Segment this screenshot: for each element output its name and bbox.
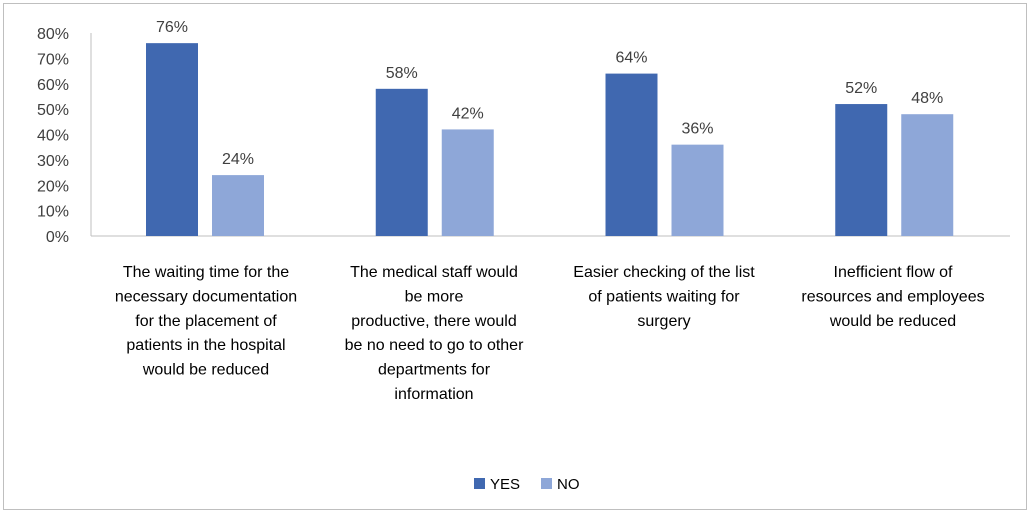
bar-no-3 <box>671 144 724 236</box>
category-label: The medical staff would be more productive… <box>345 264 524 403</box>
category-label: Inefficient flow of resources and employe… <box>801 264 984 330</box>
y-tick-label: 40% <box>37 128 69 145</box>
data-label: 58% <box>386 65 418 82</box>
y-tick-label: 10% <box>37 204 69 221</box>
category-label-line: would be reduced <box>829 313 956 330</box>
bar-yes-2 <box>375 88 428 236</box>
category-label-line: for the placement of <box>135 313 277 330</box>
category-label: The waiting time for the necessary docume… <box>115 264 297 379</box>
category-label-line: would be reduced <box>142 362 269 379</box>
category-label-line: departments for <box>378 362 491 379</box>
category-label-line: resources and employees <box>801 288 984 305</box>
category-label-line: patients in the hospital <box>126 337 285 354</box>
data-label: 42% <box>452 105 484 122</box>
category-label-line: The waiting time for the <box>123 264 289 281</box>
legend-swatch-no <box>541 478 552 489</box>
y-tick-label: 70% <box>37 51 69 68</box>
category-label-line: necessary documentation <box>115 288 297 305</box>
data-label: 48% <box>911 90 943 107</box>
legend-label-no: NO <box>557 476 580 493</box>
y-tick-label: 80% <box>37 26 69 43</box>
category-label: Easier checking of the list of patients w… <box>573 264 755 330</box>
y-tick-label: 30% <box>37 153 69 170</box>
bar-no-4 <box>901 114 954 236</box>
data-label: 36% <box>681 121 713 138</box>
y-tick-label: 0% <box>46 229 69 246</box>
category-label-line: productive, there would <box>351 313 516 330</box>
bar-no-1 <box>212 175 264 236</box>
category-label-line: Inefficient flow of <box>834 264 953 281</box>
y-tick-label: 60% <box>37 77 69 94</box>
category-label-line: surgery <box>637 313 690 330</box>
data-label: 64% <box>615 50 647 67</box>
category-label-line: Easier checking of the list <box>573 264 755 281</box>
legend-swatch-yes <box>474 478 485 489</box>
category-label-line: be no need to go to other <box>345 337 524 354</box>
y-tick-label: 50% <box>37 102 69 119</box>
bar-yes-4 <box>835 104 888 236</box>
legend-label-yes: YES <box>490 476 520 493</box>
category-label-line: The medical staff would <box>350 264 518 281</box>
bar-yes-3 <box>605 73 658 236</box>
category-label-line: of patients waiting for <box>588 288 740 305</box>
bar-yes-1 <box>146 43 198 237</box>
category-label-line: information <box>394 386 473 403</box>
data-label: 52% <box>845 80 877 97</box>
bar-no-2 <box>441 129 494 236</box>
data-label: 76% <box>156 19 188 36</box>
category-label-line: be more <box>405 288 464 305</box>
data-label: 24% <box>222 151 254 168</box>
y-tick-label: 20% <box>37 178 69 195</box>
